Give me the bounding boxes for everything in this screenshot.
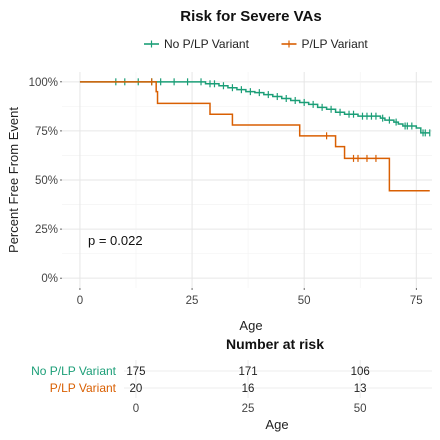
risk-row-label: No P/LP Variant (31, 364, 117, 378)
y-tick-label: 0% (41, 273, 58, 285)
legend-item-p-lp-variant: P/LP Variant (281, 37, 369, 51)
y-tick-label: 50% (35, 175, 58, 187)
risk-count: 13 (354, 383, 367, 395)
risk-table: No P/LP Variant17517110626P/LP Variant20… (31, 360, 432, 415)
risk-grid (124, 360, 432, 398)
risk-count: 106 (351, 366, 370, 378)
plot-area: 0% 25% 50% 75% 100% 0 25 50 75 (29, 72, 432, 307)
risk-row-label: P/LP Variant (50, 381, 117, 395)
y-axis-title: Percent Free From Event (6, 107, 21, 253)
risk-row-p-lp-variant: P/LP Variant2016133 (50, 381, 367, 395)
x-axis-title: Age (239, 318, 262, 333)
y-tick-label: 100% (29, 77, 58, 89)
legend-item-no-p-lp-variant: No P/LP Variant (144, 37, 250, 51)
risk-time-label: 50 (354, 403, 367, 415)
x-tick-label: 75 (410, 295, 423, 307)
risk-table-x-axis-title: Age (265, 417, 288, 432)
y-tick-label: 75% (35, 126, 58, 138)
chart-title: Risk for Severe VAs (180, 8, 321, 25)
risk-time-label: 25 (242, 403, 255, 415)
risk-row-no-p-lp-variant: No P/LP Variant17517110626 (31, 364, 370, 378)
x-tick-label: 50 (298, 295, 311, 307)
survival-line (79, 81, 430, 192)
legend-label: P/LP Variant (302, 37, 369, 51)
y-tick-label: 25% (35, 224, 58, 236)
grid (62, 72, 432, 288)
x-tick-label: 0 (77, 295, 83, 307)
legend-label: No P/LP Variant (164, 37, 250, 51)
p-value-label: p = 0.022 (88, 233, 143, 248)
x-tick-label: 25 (186, 295, 199, 307)
risk-time-label: 0 (133, 403, 139, 415)
risk-count: 171 (238, 366, 257, 378)
risk-table-title: Number at risk (226, 336, 324, 352)
risk-count: 16 (242, 383, 255, 395)
series-p-lp-variant (79, 78, 430, 192)
risk-count: 175 (126, 366, 145, 378)
risk-count: 20 (130, 383, 143, 395)
series-no-p-lp-variant (79, 78, 431, 137)
legend: No P/LP Variant P/LP Variant (144, 37, 368, 51)
